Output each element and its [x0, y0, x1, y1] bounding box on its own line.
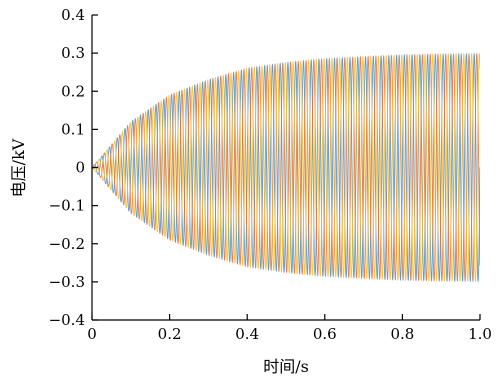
- series-line-3: [92, 52, 480, 283]
- y-tick-label: −0.3: [49, 273, 85, 291]
- x-tick-label: 0.2: [158, 325, 182, 343]
- x-tick-label: 1.0: [468, 325, 492, 343]
- y-tick-label: −0.4: [49, 311, 85, 329]
- series-group: [92, 52, 480, 283]
- series-line-2: [92, 52, 480, 283]
- y-tick-label: 0.1: [61, 120, 85, 138]
- y-tick-label: −0.2: [49, 235, 85, 253]
- y-tick-label: 0.3: [61, 44, 85, 62]
- y-tick-label: 0.4: [61, 6, 85, 24]
- axes: 0 0.2 0.4 0.6 0.8 1.0 −0.4 −0.3 −0.2 −0.1 0 0.1 0.2 0…: [49, 6, 492, 343]
- x-tick-label: 0.6: [313, 325, 337, 343]
- x-tick-label: 0.8: [390, 325, 414, 343]
- x-tick-label: 0.4: [235, 325, 259, 343]
- x-axis-title: 时间/s: [263, 357, 309, 376]
- series-line-1: [92, 52, 480, 283]
- x-tick-label: 0: [87, 325, 97, 343]
- y-tick-label: 0: [75, 159, 85, 177]
- y-tick-label: 0.2: [61, 82, 85, 100]
- y-tick-label: −0.1: [49, 197, 85, 215]
- y-axis-title: 电压/kV: [9, 138, 28, 197]
